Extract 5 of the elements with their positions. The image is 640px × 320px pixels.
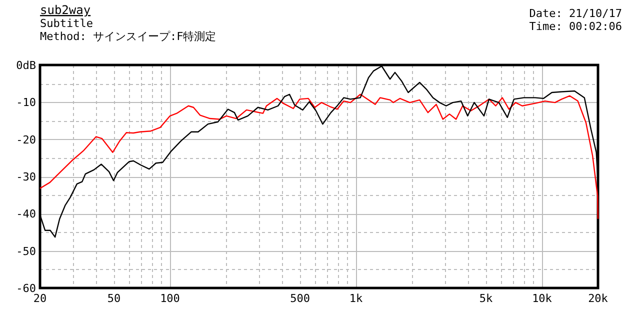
subtitle: Subtitle <box>40 17 93 30</box>
annotation: Date: 21/10/17 <box>529 7 622 20</box>
title: sub2way <box>40 3 91 17</box>
annotation: Time: 00:02:06 <box>529 20 622 33</box>
annotation: Method: サインスイープ:F特測定 <box>40 30 216 43</box>
